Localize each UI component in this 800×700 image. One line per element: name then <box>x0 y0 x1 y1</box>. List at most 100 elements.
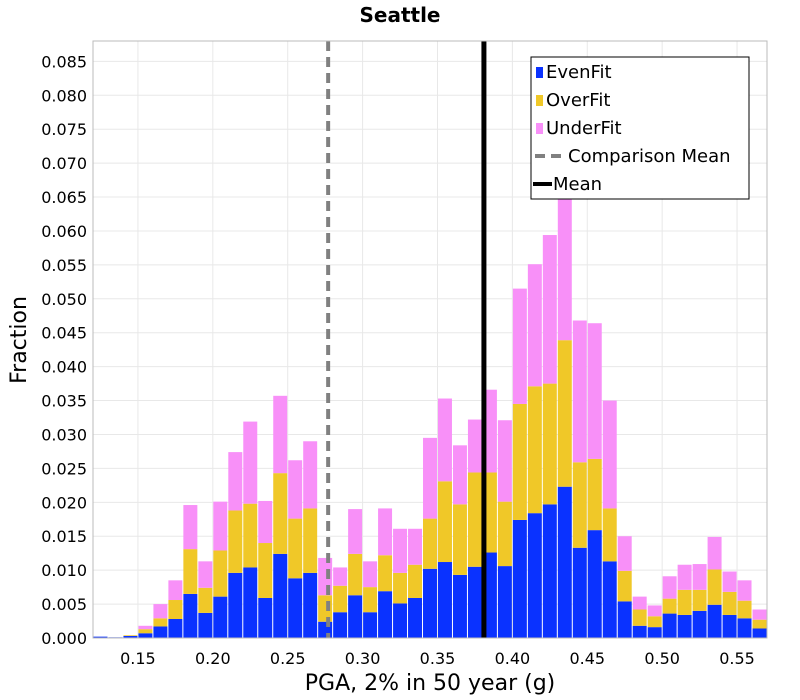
bar-underfit <box>303 441 318 509</box>
bar-overfit <box>168 600 183 620</box>
bar-overfit <box>303 508 318 573</box>
bar-overfit <box>542 383 557 505</box>
x-tick-label: 0.20 <box>195 649 231 668</box>
bar-overfit <box>258 543 273 598</box>
x-tick-label: 0.55 <box>719 649 755 668</box>
bar-evenfit <box>303 572 318 638</box>
x-axis-ticks: 0.15 0.20 0.25 0.30 0.35 0.40 0.45 0.50 0.55 <box>120 649 755 668</box>
x-tick-label: 0.30 <box>345 649 381 668</box>
bar-evenfit <box>467 566 482 638</box>
bar-overfit <box>467 472 482 567</box>
bar-underfit <box>363 561 378 588</box>
bar-underfit <box>572 320 587 463</box>
bar-evenfit <box>378 591 393 638</box>
bar-overfit <box>512 403 527 520</box>
bar-underfit <box>542 235 557 384</box>
y-tick-label: 0.035 <box>41 392 87 411</box>
x-tick-label: 0.25 <box>270 649 306 668</box>
bar-evenfit <box>243 567 258 638</box>
bar-underfit <box>497 420 512 502</box>
bar-evenfit <box>737 618 752 638</box>
bar-overfit <box>497 501 512 567</box>
bar-overfit <box>437 481 452 563</box>
bar-evenfit <box>198 612 213 638</box>
x-tick-label: 0.15 <box>120 649 156 668</box>
y-tick-label: 0.065 <box>41 188 87 207</box>
bar-evenfit <box>408 597 423 638</box>
bar-evenfit <box>437 562 452 638</box>
bar-overfit <box>393 572 408 604</box>
bar-underfit <box>168 580 183 601</box>
bar-underfit <box>243 421 258 504</box>
bar-evenfit <box>333 612 348 638</box>
bar-evenfit <box>153 626 168 638</box>
bar-underfit <box>557 188 572 341</box>
bar-evenfit <box>93 636 108 638</box>
bar-overfit <box>288 518 303 579</box>
bar-underfit <box>258 500 273 544</box>
bar-overfit <box>677 589 692 615</box>
y-tick-label: 0.040 <box>41 358 87 377</box>
bar-overfit <box>452 504 467 575</box>
bar-evenfit <box>423 568 437 638</box>
bar-underfit <box>707 536 722 570</box>
bar-overfit <box>213 550 228 597</box>
bar-underfit <box>527 264 542 387</box>
bar-underfit <box>632 596 647 610</box>
bar-overfit <box>527 386 542 514</box>
y-tick-label: 0.060 <box>41 222 87 241</box>
bar-overfit <box>632 609 647 626</box>
bar-underfit <box>602 400 617 509</box>
bar-evenfit <box>722 614 737 638</box>
bar-overfit <box>123 635 138 636</box>
bar-evenfit <box>258 597 273 638</box>
bar-overfit <box>662 598 677 614</box>
bar-underfit <box>378 508 393 556</box>
legend-swatch <box>536 67 543 78</box>
x-tick-label: 0.40 <box>495 649 531 668</box>
bar-overfit <box>378 555 393 592</box>
bar-evenfit <box>602 561 617 638</box>
legend-swatch <box>536 123 543 134</box>
bar-underfit <box>393 528 408 573</box>
x-tick-label: 0.50 <box>644 649 680 668</box>
legend-label: Mean <box>553 174 602 195</box>
bar-evenfit <box>527 513 542 638</box>
bar-underfit <box>228 452 243 511</box>
legend-label: EvenFit <box>546 62 612 83</box>
bar-overfit <box>737 600 752 619</box>
y-tick-label: 0.085 <box>41 52 87 71</box>
bar-underfit <box>737 580 752 601</box>
bar-evenfit <box>707 604 722 638</box>
bar-evenfit <box>572 547 587 638</box>
bar-underfit <box>752 609 767 620</box>
bar-evenfit <box>273 553 288 638</box>
bar-evenfit <box>452 574 467 638</box>
bar-underfit <box>437 398 452 482</box>
bar-underfit <box>183 505 198 550</box>
chart-title: Seattle <box>359 3 440 27</box>
legend-swatch <box>536 95 543 106</box>
bar-underfit <box>423 437 437 519</box>
y-tick-label: 0.025 <box>41 459 87 478</box>
bar-evenfit <box>348 595 363 638</box>
bar-underfit <box>213 501 228 551</box>
bar-overfit <box>752 619 767 629</box>
bar-underfit <box>587 323 602 459</box>
bar-overfit <box>602 508 617 562</box>
bar-evenfit <box>752 628 767 638</box>
bar-evenfit <box>288 578 303 638</box>
bar-underfit <box>333 567 348 586</box>
bar-overfit <box>363 587 378 613</box>
x-axis-label: PGA, 2% in 50 year (g) <box>305 671 556 696</box>
bar-overfit <box>243 503 258 568</box>
bar-evenfit <box>617 601 632 638</box>
bar-evenfit <box>123 635 138 638</box>
bar-underfit <box>647 605 662 617</box>
bar-evenfit <box>557 486 572 638</box>
legend-label: Comparison Mean <box>568 146 731 167</box>
bar-evenfit <box>497 566 512 638</box>
y-tick-label: 0.045 <box>41 324 87 343</box>
bar-underfit <box>198 561 213 588</box>
